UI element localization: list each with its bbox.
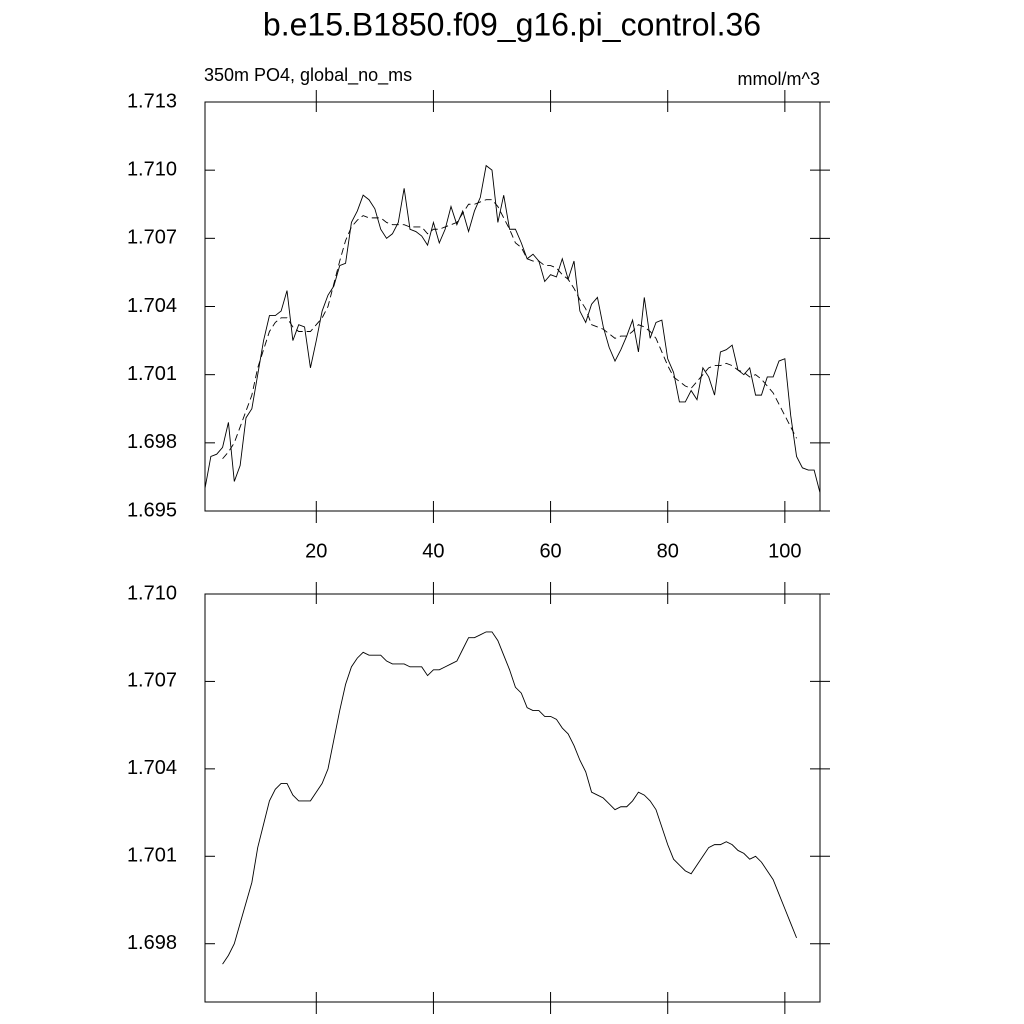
y-tick-label: 1.701 <box>127 363 177 385</box>
line <box>222 199 797 460</box>
y-tick-label: 1.698 <box>127 431 177 453</box>
y-tick-label: 1.710 <box>127 582 177 604</box>
x-tick-label: 60 <box>539 540 561 562</box>
y-tick-label: 1.713 <box>127 90 177 112</box>
x-tick-label: 100 <box>768 540 801 562</box>
y-tick-label: 1.710 <box>127 158 177 180</box>
line <box>204 164 821 493</box>
y-tick-label: 1.707 <box>127 227 177 249</box>
subtitle: 350m PO4, global_no_ms <box>204 65 412 86</box>
y-tick-label: 1.695 <box>127 499 177 521</box>
x-tick-label: 40 <box>422 540 444 562</box>
plot-frame <box>204 101 821 512</box>
y-tick-label: 1.707 <box>127 670 177 692</box>
y-tick-label: 1.701 <box>127 845 177 867</box>
line <box>222 631 797 965</box>
chart-title: b.e15.B1850.f09_g16.pi_control.36 <box>263 6 761 42</box>
units: mmol/m^3 <box>738 69 820 89</box>
y-tick-label: 1.704 <box>127 295 177 317</box>
y-tick-label: 1.704 <box>127 757 177 779</box>
x-tick-label: 20 <box>305 540 327 562</box>
plot-frame <box>204 593 821 1003</box>
y-tick-label: 1.698 <box>127 932 177 954</box>
x-tick-label: 80 <box>657 540 679 562</box>
